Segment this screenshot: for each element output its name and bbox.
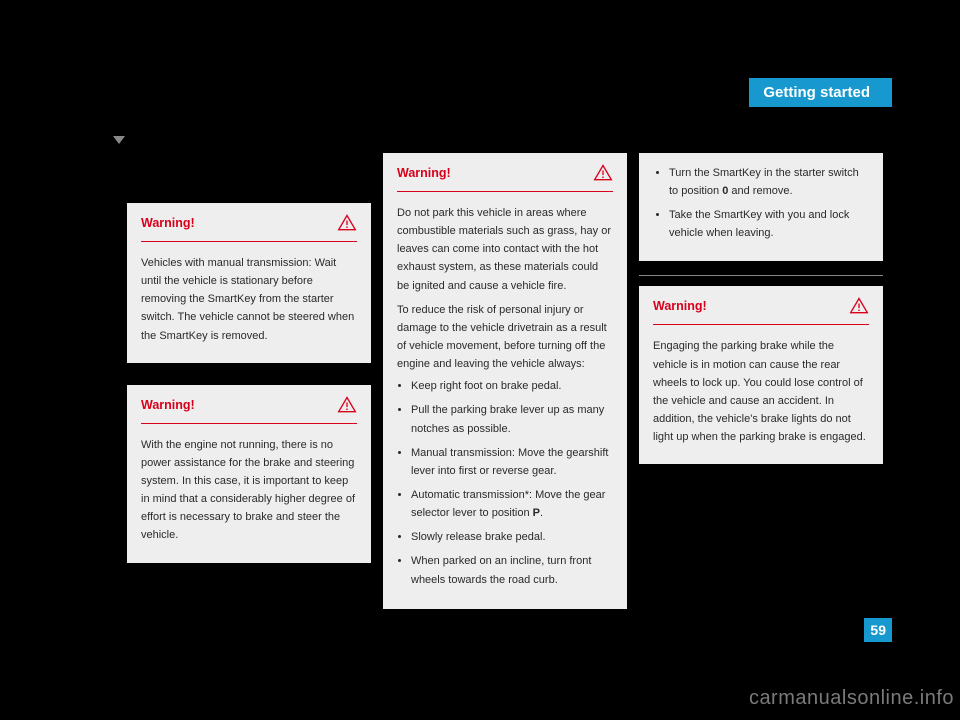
warning-text: With the engine not running, there is no…	[141, 436, 357, 545]
instruction-list: Turn the SmartKey in the starter switch …	[655, 165, 867, 242]
warning-title: Warning!	[397, 166, 451, 180]
warning-triangle-icon	[593, 163, 613, 183]
warning-box-2: Warning! With the engine not running, th…	[127, 385, 371, 563]
warning-header: Warning!	[383, 153, 627, 191]
instruction-box: Turn the SmartKey in the starter switch …	[639, 153, 883, 261]
warning-triangle-icon	[849, 296, 869, 316]
list-item: Take the SmartKey with you and lock vehi…	[669, 207, 867, 242]
warning-text: Vehicles with manual transmission: Wait …	[141, 254, 357, 345]
list-text: and remove.	[728, 185, 792, 197]
warning-box-3: Warning! Do not park this vehicle in are…	[383, 153, 627, 609]
watermark: carmanualsonline.info	[749, 687, 954, 710]
warning-box-4: Warning! Engaging the parking brake whil…	[639, 286, 883, 464]
section-marker-triangle	[113, 136, 125, 144]
instruction-body: Turn the SmartKey in the starter switch …	[639, 153, 883, 261]
warning-body: Do not park this vehicle in areas where …	[383, 192, 627, 609]
column-2: Warning! Do not park this vehicle in are…	[383, 153, 627, 631]
page-number-text: 59	[870, 622, 886, 638]
list-item: Keep right foot on brake pedal.	[411, 377, 613, 395]
warning-box-1: Warning! Vehicles with manual transmissi…	[127, 203, 371, 363]
list-item: Manual transmission: Move the gearshift …	[411, 444, 613, 480]
list-text: .	[540, 507, 543, 519]
warning-body: Engaging the parking brake while the veh…	[639, 325, 883, 464]
header-bar: Getting started	[749, 78, 892, 107]
list-text: Automatic transmission*: Move the gear s…	[411, 489, 605, 519]
warning-header: Warning!	[127, 203, 371, 241]
column-1: Warning! Vehicles with manual transmissi…	[127, 203, 371, 585]
warning-header: Warning!	[639, 286, 883, 324]
warning-title: Warning!	[653, 299, 707, 313]
list-item: Automatic transmission*: Move the gear s…	[411, 486, 613, 522]
warning-header: Warning!	[127, 385, 371, 423]
warning-title: Warning!	[141, 398, 195, 412]
warning-triangle-icon	[337, 213, 357, 233]
list-item: When parked on an incline, turn front wh…	[411, 552, 613, 588]
page-number: 59	[864, 618, 892, 642]
warning-body: Vehicles with manual transmission: Wait …	[127, 242, 371, 363]
list-item: Slowly release brake pedal.	[411, 528, 613, 546]
warning-text-p2: To reduce the risk of personal injury or…	[397, 301, 613, 374]
header-title: Getting started	[763, 84, 870, 101]
warning-title: Warning!	[141, 216, 195, 230]
list-bold: P	[533, 507, 540, 519]
warning-text-p1: Do not park this vehicle in areas where …	[397, 204, 613, 295]
list-item: Turn the SmartKey in the starter switch …	[669, 165, 867, 200]
column-3: Turn the SmartKey in the starter switch …	[639, 153, 883, 486]
warning-list: Keep right foot on brake pedal. Pull the…	[397, 377, 613, 588]
warning-text: Engaging the parking brake while the veh…	[653, 337, 869, 446]
warning-triangle-icon	[337, 395, 357, 415]
warning-body: With the engine not running, there is no…	[127, 424, 371, 563]
list-item: Pull the parking brake lever up as many …	[411, 401, 613, 437]
section-divider	[639, 275, 883, 276]
